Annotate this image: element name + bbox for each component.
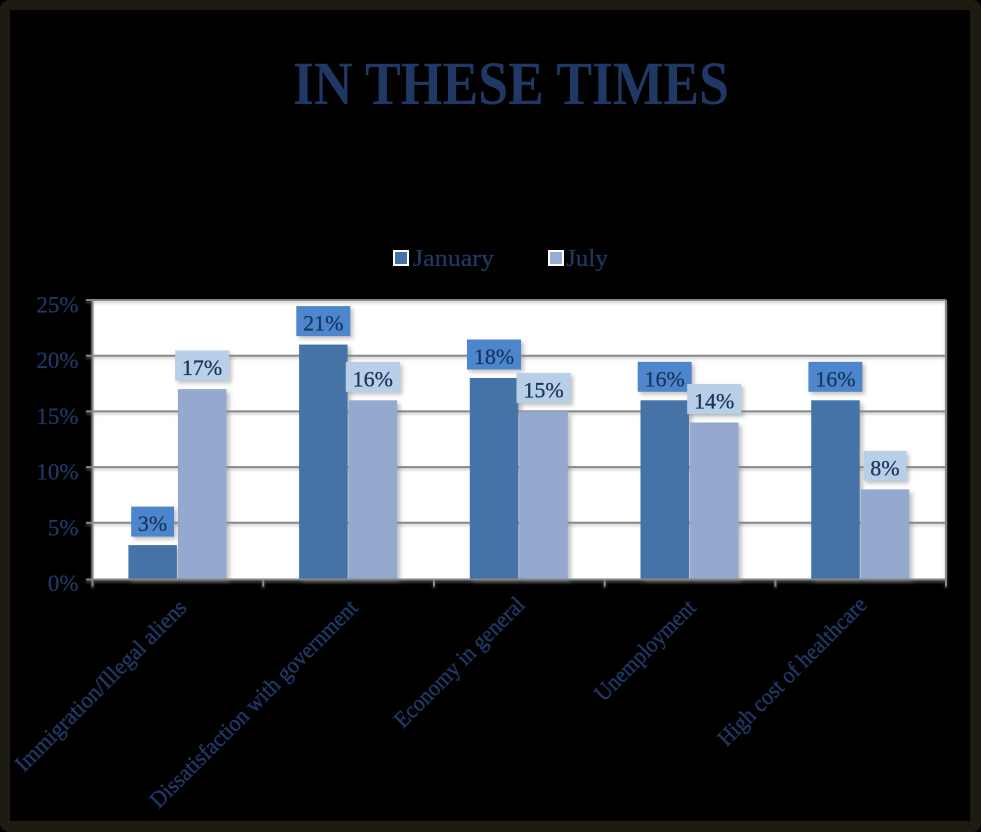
svg-text:IN THESE TIMES: IN THESE TIMES: [293, 51, 729, 118]
svg-text:25%: 25%: [36, 293, 78, 318]
svg-text:15%: 15%: [523, 377, 563, 402]
svg-text:20%: 20%: [36, 348, 78, 373]
svg-text:15%: 15%: [36, 404, 78, 429]
svg-text:0%: 0%: [48, 571, 79, 596]
svg-text:5%: 5%: [48, 515, 79, 540]
svg-text:16%: 16%: [353, 366, 393, 391]
svg-text:January: January: [413, 246, 494, 272]
svg-text:18%: 18%: [474, 344, 514, 369]
svg-text:16%: 16%: [645, 366, 685, 391]
svg-text:3%: 3%: [138, 511, 167, 536]
svg-text:14%: 14%: [694, 389, 734, 414]
svg-text:8%: 8%: [870, 455, 899, 480]
svg-text:16%: 16%: [815, 366, 855, 391]
svg-text:10%: 10%: [36, 460, 78, 485]
svg-text:21%: 21%: [303, 311, 343, 336]
svg-text:July: July: [566, 246, 608, 272]
svg-text:17%: 17%: [182, 355, 222, 380]
